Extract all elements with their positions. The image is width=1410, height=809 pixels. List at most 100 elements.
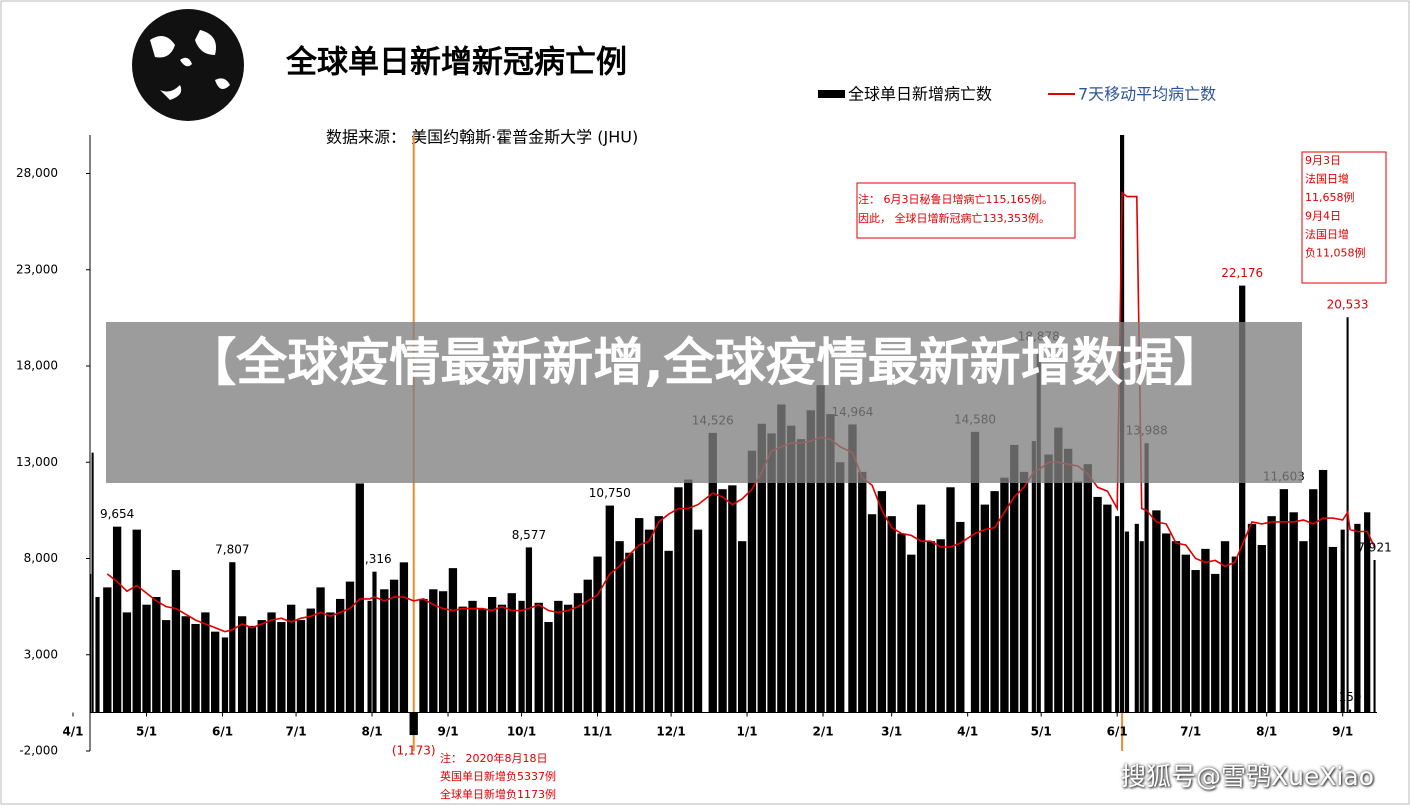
bar (956, 521, 965, 713)
bar (635, 518, 644, 713)
bar (970, 431, 980, 713)
bar (103, 587, 112, 713)
chart-title: 全球单日新增新冠病亡例 (285, 45, 627, 81)
value-label: 7,807 (215, 543, 249, 557)
bar (507, 593, 516, 713)
bar (372, 571, 377, 713)
bar (1054, 427, 1063, 713)
bar (747, 450, 757, 713)
x-tick-label: 4/1 (62, 725, 83, 739)
bar (201, 612, 210, 713)
bar (593, 556, 602, 713)
bar (438, 591, 448, 713)
bar (161, 620, 171, 713)
value-label: 8,577 (512, 528, 546, 542)
bar (122, 612, 132, 713)
bar (171, 570, 181, 713)
y-tick-label: 23,000 (16, 262, 58, 276)
bar (257, 620, 266, 713)
bar (1373, 560, 1376, 713)
bar (326, 612, 335, 713)
x-tick-label: 9/1 (437, 725, 458, 739)
note-text: 9月3日 (1305, 154, 1341, 167)
bar (525, 547, 533, 713)
legend-label: 7天移动平均病亡数 (1078, 85, 1216, 104)
bar (836, 462, 845, 713)
bar (237, 616, 247, 713)
value-label: 10,750 (589, 486, 631, 500)
bar (1093, 496, 1102, 713)
x-tick-label: 8/1 (361, 725, 382, 739)
bar (367, 600, 372, 713)
bar (1318, 469, 1328, 713)
bar (826, 414, 835, 713)
bar (409, 712, 418, 736)
bar (1019, 471, 1029, 713)
y-tick-label: 13,000 (16, 455, 58, 469)
bar (478, 608, 487, 713)
bar (916, 504, 926, 713)
bar (1211, 573, 1220, 713)
bar (644, 529, 654, 713)
x-tick-label: 5/1 (1031, 725, 1052, 739)
bar (1354, 523, 1361, 713)
bar (296, 620, 306, 713)
bar (573, 593, 583, 713)
bar (1124, 531, 1130, 713)
note-text: 因此， 全球日增新冠病亡133,353例。 (858, 211, 1050, 225)
bar (848, 424, 857, 713)
bar (1239, 285, 1246, 713)
bar (1348, 709, 1352, 713)
note-text: 注： 2020年8月18日 (440, 751, 548, 765)
plot-area (90, 135, 1376, 751)
note-text: 注： 6月3日秘鲁日增病亡115,165例。 (858, 192, 1053, 206)
legend-swatch (818, 90, 845, 98)
x-tick-label: 1/1 (737, 725, 758, 739)
bar (1201, 548, 1210, 713)
bar (316, 587, 325, 713)
bar (605, 505, 614, 713)
bar (152, 597, 161, 713)
bar (806, 410, 815, 713)
bar (458, 606, 467, 713)
bar (1247, 523, 1257, 713)
bar (181, 616, 190, 713)
bar (1340, 529, 1345, 713)
bar (142, 604, 151, 713)
bar (684, 479, 693, 713)
bar (544, 622, 553, 713)
bar (1152, 510, 1161, 713)
bar (286, 604, 296, 713)
legend-label: 全球单日新增病亡数 (848, 85, 992, 104)
bar (132, 529, 141, 713)
bar (858, 471, 867, 713)
bar (487, 597, 497, 713)
bar (229, 562, 236, 713)
bar (1103, 504, 1112, 713)
bar (1191, 570, 1200, 713)
bar (708, 432, 717, 713)
bar (448, 568, 458, 713)
bar (907, 554, 916, 713)
bar (980, 504, 989, 713)
y-tick-label: 18,000 (16, 359, 58, 373)
bar (1309, 489, 1318, 713)
legend: 全球单日新增病亡数 7天移动平均病亡数 (818, 85, 1216, 104)
bar (419, 598, 428, 713)
bar (1267, 516, 1276, 713)
bar (1231, 556, 1238, 713)
bar (91, 452, 94, 713)
bar (112, 526, 122, 713)
bar (777, 404, 786, 713)
x-tick-label: 7/1 (1180, 725, 1201, 739)
x-tick-label: 9/1 (1332, 725, 1353, 739)
x-tick-label: 6/1 (212, 725, 233, 739)
note-text: 英国单日新增负5337例 (440, 769, 556, 783)
chart-subtitle: 数据来源： 美国约翰斯·霍普金斯大学 (JHU) (326, 128, 638, 147)
globe-icon (132, 9, 244, 121)
bar (1134, 523, 1139, 713)
bar (867, 514, 877, 713)
x-tick-label: 12/1 (656, 725, 685, 739)
